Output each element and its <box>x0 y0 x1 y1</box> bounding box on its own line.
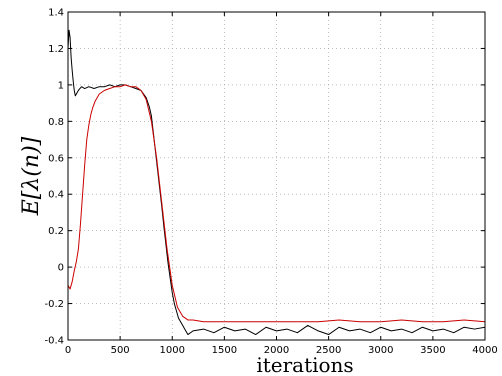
y-tick-label: 0.6 <box>48 153 64 164</box>
y-tick-label: 0.8 <box>48 117 64 128</box>
x-tick-label: 2500 <box>316 345 341 356</box>
axis-ticks: 0 500 1000 1500 2000 2500 3000 3500 4000 -0.4 -0.2… <box>44 8 497 357</box>
series-line-1 <box>67 29 486 336</box>
x-tick-label: 3000 <box>368 345 393 356</box>
x-tick-label: 1500 <box>212 345 237 356</box>
y-tick-label: 1.2 <box>48 44 64 55</box>
x-tick-label: 0 <box>65 345 71 356</box>
y-tick-label: 0.2 <box>48 226 64 237</box>
y-tick-label: 0.4 <box>48 190 64 201</box>
y-tick-label: -0.2 <box>44 299 64 310</box>
x-tick-label: 3500 <box>420 345 445 356</box>
x-tick-label: 1000 <box>160 345 185 356</box>
series-line-2 <box>67 84 486 323</box>
y-tick-label: -0.4 <box>44 336 64 347</box>
x-tick-label: 4000 <box>472 345 497 356</box>
x-tick-label: 2000 <box>264 345 289 356</box>
x-tick-label: 500 <box>111 345 130 356</box>
y-tick-label: 0 <box>58 263 64 274</box>
data-series <box>67 29 486 336</box>
y-axis-label: E[λ(n)] <box>19 136 44 216</box>
x-axis-label: iterations <box>256 353 353 376</box>
y-tick-label: 1.4 <box>48 8 64 19</box>
y-tick-label: 1 <box>58 80 64 91</box>
